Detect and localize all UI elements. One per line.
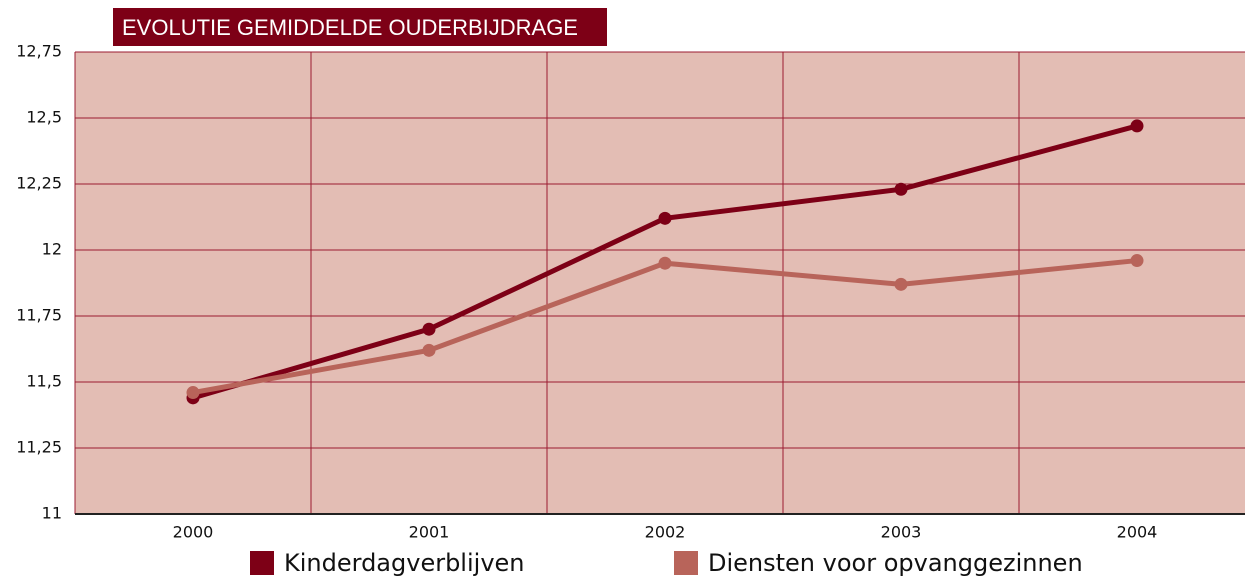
data-point <box>894 277 908 291</box>
data-point <box>1130 254 1144 268</box>
y-tick-label: 12,5 <box>26 108 62 127</box>
data-point <box>658 256 672 270</box>
data-point <box>658 211 672 225</box>
y-tick-label: 11,25 <box>16 438 62 457</box>
data-point <box>1130 119 1144 133</box>
y-tick-label: 11,5 <box>26 372 62 391</box>
x-tick-label: 2003 <box>881 523 922 542</box>
y-tick-label: 11 <box>42 504 62 523</box>
data-point <box>186 386 200 400</box>
chart-title: EVOLUTIE GEMIDDELDE OUDERBIJDRAGE <box>122 15 578 40</box>
title-box <box>113 8 607 46</box>
x-tick-label: 2001 <box>409 523 450 542</box>
y-tick-label: 12,25 <box>16 174 62 193</box>
legend-swatch <box>674 551 698 575</box>
legend-label: Diensten voor opvanggezinnen <box>708 549 1083 577</box>
legend-swatch <box>250 551 274 575</box>
x-tick-label: 2002 <box>645 523 686 542</box>
data-point <box>422 343 436 357</box>
data-point <box>894 182 908 196</box>
x-tick-label: 2004 <box>1117 523 1158 542</box>
plot-area <box>75 52 1245 514</box>
x-tick-label: 2000 <box>173 523 214 542</box>
data-point <box>422 322 436 336</box>
y-tick-label: 12 <box>42 240 62 259</box>
legend-label: Kinderdagverblijven <box>284 549 525 577</box>
y-tick-label: 12,75 <box>16 42 62 61</box>
y-tick-label: 11,75 <box>16 306 62 325</box>
